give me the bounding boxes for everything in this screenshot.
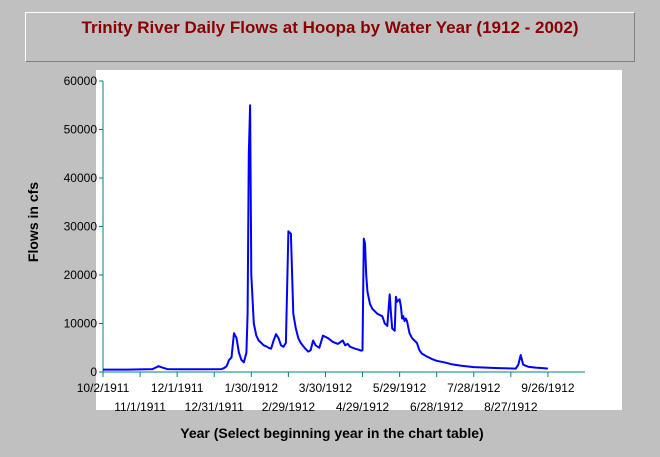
x-tick-label: 12/1/1911 bbox=[151, 381, 204, 395]
chart-title: Trinity River Daily Flows at Hoopa by Wa… bbox=[81, 18, 579, 37]
x-tick-label: 2/29/1912 bbox=[262, 400, 316, 414]
x-tick-label: 6/28/1912 bbox=[410, 400, 464, 414]
y-tick-label: 50000 bbox=[64, 123, 98, 137]
x-axis-ticks: 10/2/1911 11/1/1911 12/1/1911 12/31/1911 1/3… bbox=[77, 372, 575, 414]
x-tick-label: 8/27/1912 bbox=[484, 400, 538, 414]
x-tick-label: 7/28/1912 bbox=[447, 381, 501, 395]
daily-flow-series-line bbox=[103, 104, 549, 371]
y-tick-label: 0 bbox=[90, 365, 97, 379]
x-tick-label: 5/29/1912 bbox=[373, 381, 427, 395]
x-tick-label: 10/2/1911 bbox=[77, 381, 130, 395]
x-tick-label: 1/30/1912 bbox=[225, 381, 279, 395]
x-tick-label: 12/31/1911 bbox=[185, 400, 244, 414]
y-axis-title: Flows in cfs bbox=[25, 182, 41, 262]
y-tick-label: 30000 bbox=[64, 220, 98, 234]
y-tick-label: 10000 bbox=[64, 317, 98, 331]
y-tick-label: 40000 bbox=[64, 171, 98, 185]
x-tick-label: 9/26/1912 bbox=[521, 381, 575, 395]
x-tick-label: 11/1/1911 bbox=[114, 400, 166, 414]
x-axis-title: Year (Select beginning year in the chart… bbox=[180, 425, 483, 441]
x-tick-label: 3/30/1912 bbox=[299, 381, 353, 395]
chart-title-box: Trinity River Daily Flows at Hoopa by Wa… bbox=[25, 12, 635, 62]
y-tick-label: 60000 bbox=[64, 74, 98, 88]
x-tick-label: 4/29/1912 bbox=[336, 400, 390, 414]
y-tick-label: 20000 bbox=[64, 268, 98, 282]
y-axis-ticks: 0 10000 20000 30000 40000 50000 60000 bbox=[64, 74, 103, 379]
plot-area bbox=[96, 70, 622, 410]
